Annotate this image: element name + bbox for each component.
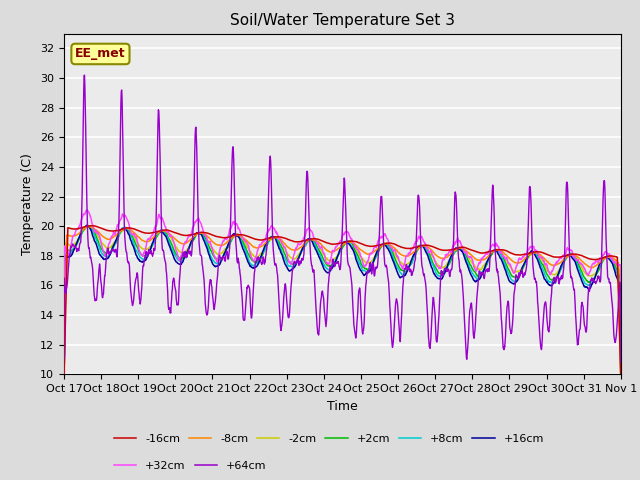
Legend: +32cm, +64cm: +32cm, +64cm <box>114 461 266 471</box>
Text: EE_met: EE_met <box>75 48 126 60</box>
Title: Soil/Water Temperature Set 3: Soil/Water Temperature Set 3 <box>230 13 455 28</box>
Y-axis label: Temperature (C): Temperature (C) <box>22 153 35 255</box>
X-axis label: Time: Time <box>327 400 358 413</box>
